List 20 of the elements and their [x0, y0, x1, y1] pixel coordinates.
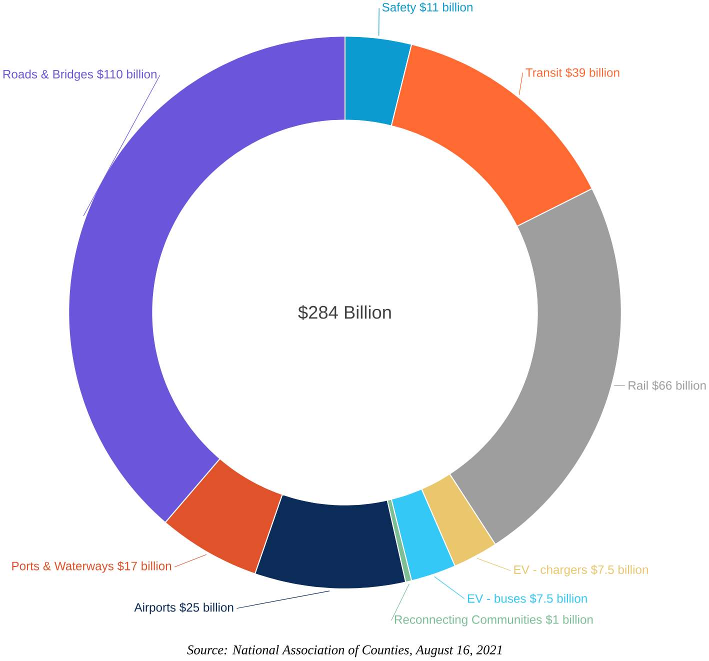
slice-label: Rail: [628, 380, 648, 390]
data-label: $1 billion: [546, 614, 593, 625]
data-label: $66 billion: [652, 380, 706, 390]
text: $284 Billion: [298, 305, 391, 320]
slice-label: Roads & Bridges: [3, 70, 93, 81]
slice-label: Reconnecting Communities: [394, 614, 542, 626]
slice-label: EV - buses: [468, 594, 526, 603]
data-label: $7.5 billion: [590, 564, 648, 575]
slice-label: EV - chargers: [514, 565, 587, 576]
data-label: $7.5 billion: [530, 594, 587, 604]
slice-label: Transit: [526, 68, 562, 77]
source-note: Source: National Association of Counties, August 16, 2021: [187, 644, 502, 658]
data-label: $17 billion: [117, 561, 172, 571]
data-label: $110 billion: [96, 69, 156, 80]
slice-label: Airports: [134, 602, 176, 614]
slice-label: Safety: [382, 2, 416, 14]
data-label: $11 billion: [420, 2, 472, 12]
data-label: $39 billion: [566, 68, 620, 78]
data-label: $25 billion: [179, 602, 234, 612]
slice-label: Ports & Waterways: [12, 562, 114, 573]
